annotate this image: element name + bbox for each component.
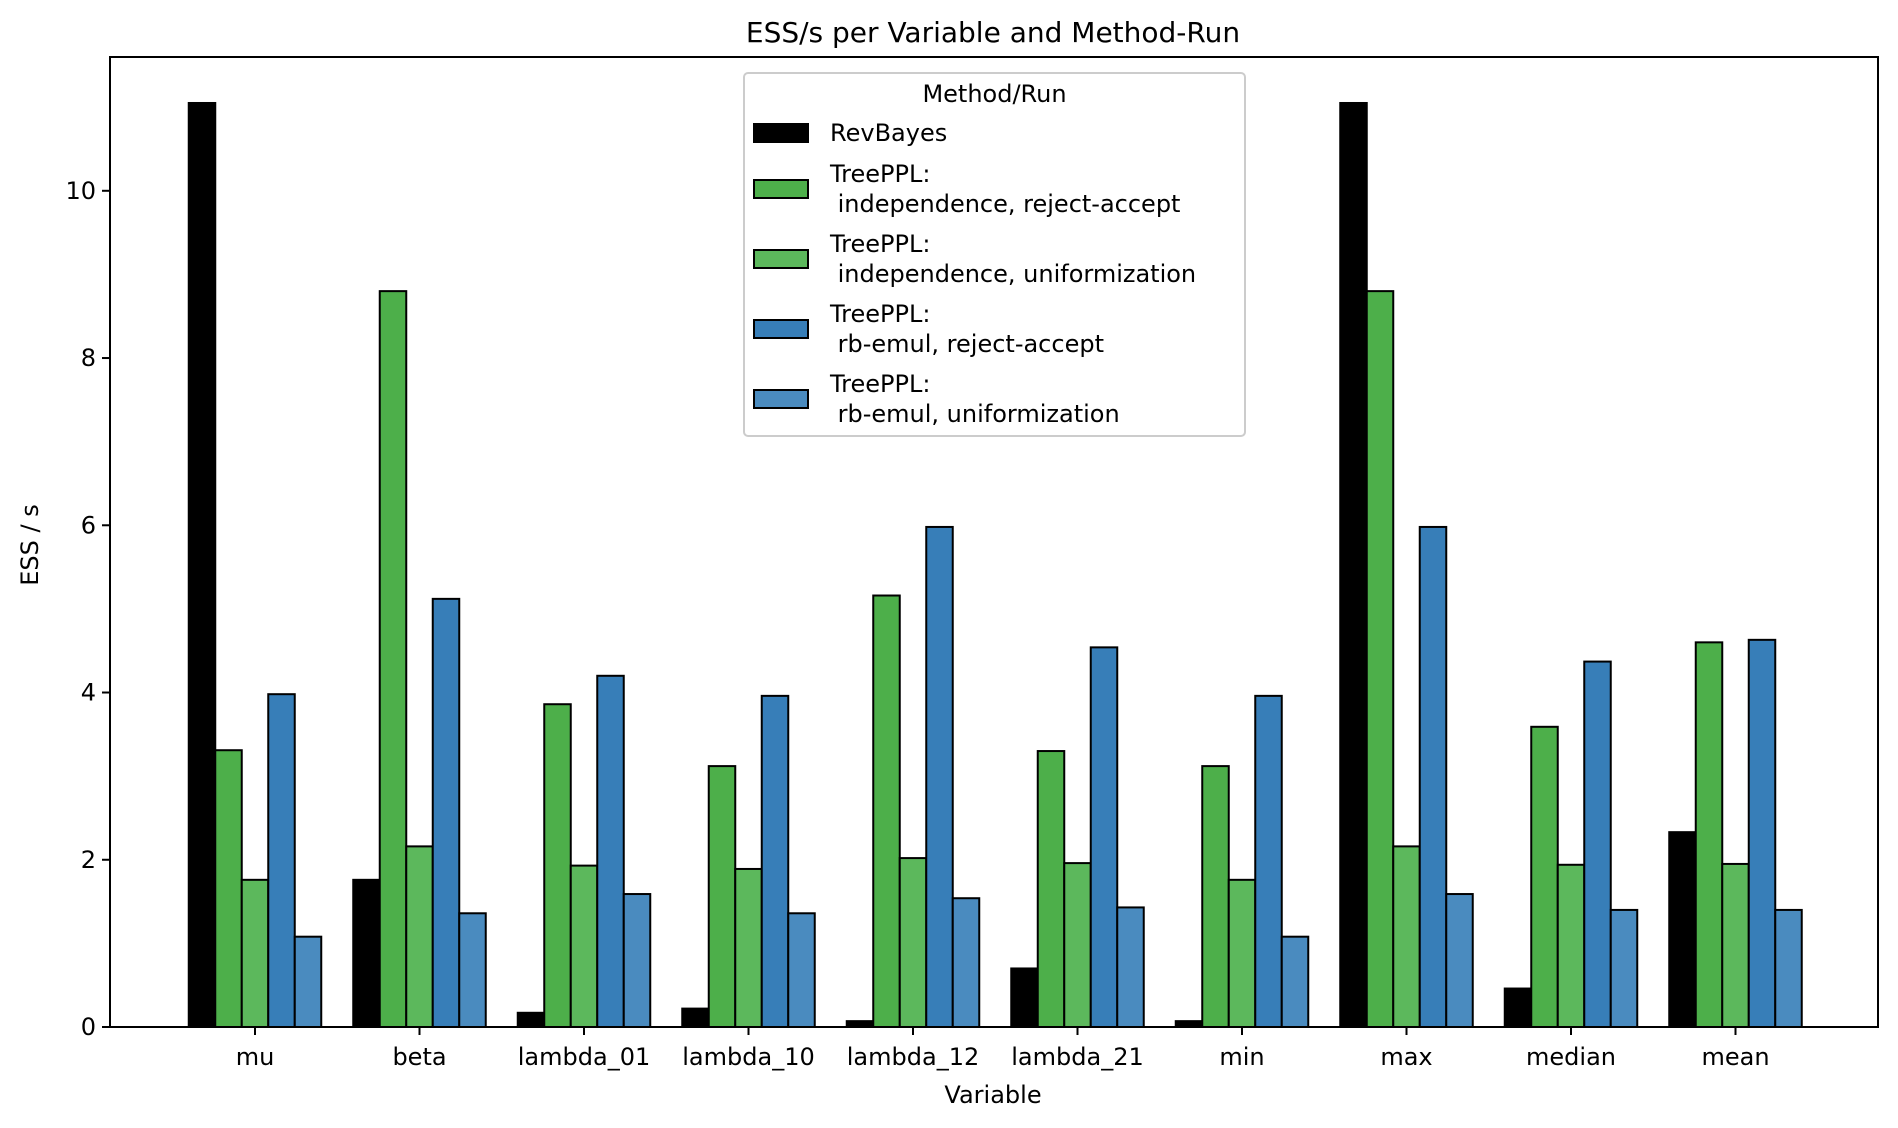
bar-max-series-3 bbox=[1418, 525, 1448, 1029]
bar-lambda_01-series-2 bbox=[569, 864, 599, 1028]
legend-label-0: RevBayes bbox=[830, 119, 947, 147]
bar-lambda_12-series-3 bbox=[925, 525, 954, 1029]
bar-beta-series-0 bbox=[352, 878, 381, 1028]
bar-min-series-4 bbox=[1280, 935, 1310, 1028]
bar-min-series-1 bbox=[1201, 765, 1230, 1028]
bar-lambda_12-series-4 bbox=[951, 897, 981, 1028]
plot-frame bbox=[109, 56, 1879, 1028]
legend-swatch-4 bbox=[753, 389, 809, 409]
legend-swatch-0 bbox=[753, 123, 809, 143]
legend-label-2: TreePPL: independence, uniformization bbox=[829, 230, 1196, 288]
bar-lambda_12-series-2 bbox=[898, 857, 928, 1028]
bar-min-series-3 bbox=[1254, 694, 1283, 1028]
bar-min-series-2 bbox=[1227, 878, 1257, 1028]
bar-max-series-1 bbox=[1365, 290, 1395, 1028]
bar-max-series-4 bbox=[1445, 893, 1474, 1028]
legend-title: Method/Run bbox=[922, 80, 1066, 108]
x-tick-label-median: median bbox=[1526, 1043, 1616, 1071]
bar-lambda_10-series-3 bbox=[760, 694, 790, 1028]
bar-mean-series-4 bbox=[1774, 908, 1803, 1028]
bar-mean-series-3 bbox=[1747, 638, 1777, 1028]
bar-lambda_10-series-4 bbox=[787, 912, 816, 1029]
x-tick-label-min: min bbox=[1219, 1043, 1264, 1071]
x-tick-label-mu: mu bbox=[236, 1043, 275, 1071]
x-axis-label: Variable bbox=[944, 1081, 1041, 1109]
bar-lambda_21-series-2 bbox=[1063, 862, 1092, 1028]
bar-lambda_01-series-1 bbox=[543, 703, 572, 1028]
bars-layer bbox=[187, 101, 1803, 1029]
bar-beta-series-2 bbox=[405, 845, 434, 1029]
bar-max-series-2 bbox=[1392, 845, 1421, 1029]
bar-lambda_10-series-0 bbox=[681, 1007, 710, 1029]
bar-lambda_12-series-1 bbox=[872, 594, 901, 1028]
legend-swatch-3 bbox=[753, 319, 809, 339]
x-tick-label-lambda_12: lambda_12 bbox=[847, 1043, 979, 1071]
y-tick-label: 4 bbox=[81, 679, 96, 707]
chart-title: ESS/s per Variable and Method-Run bbox=[746, 16, 1240, 49]
bar-lambda_01-series-3 bbox=[596, 674, 625, 1028]
y-tick-label: 2 bbox=[81, 846, 96, 874]
x-tick-label-lambda_01: lambda_01 bbox=[518, 1043, 650, 1071]
y-axis-label: ESS / s bbox=[16, 504, 44, 585]
y-tick-label: 10 bbox=[65, 177, 96, 205]
bar-lambda_21-series-4 bbox=[1116, 906, 1145, 1029]
legend-swatch-2 bbox=[753, 249, 809, 269]
bar-lambda_10-series-2 bbox=[734, 867, 763, 1029]
bar-median-series-2 bbox=[1556, 863, 1586, 1029]
bar-lambda_01-series-0 bbox=[516, 1011, 546, 1029]
bar-median-series-0 bbox=[1503, 987, 1533, 1029]
bar-lambda_21-series-0 bbox=[1010, 967, 1039, 1028]
x-tick-label-lambda_10: lambda_10 bbox=[682, 1043, 814, 1071]
bar-mean-series-0 bbox=[1668, 831, 1697, 1029]
x-tick-label-beta: beta bbox=[392, 1043, 446, 1071]
legend-swatch-1 bbox=[753, 179, 809, 199]
legend: Method/Run RevBayes TreePPL: independence,… bbox=[743, 72, 1246, 437]
bar-mu-series-3 bbox=[267, 693, 296, 1028]
bar-lambda_01-series-4 bbox=[622, 893, 652, 1028]
bar-max-series-0 bbox=[1339, 101, 1368, 1028]
y-tick-label: 0 bbox=[81, 1013, 96, 1041]
bar-lambda_21-series-3 bbox=[1089, 646, 1119, 1028]
x-tick-label-lambda_21: lambda_21 bbox=[1011, 1043, 1143, 1071]
bar-mu-series-4 bbox=[293, 935, 323, 1028]
legend-label-4: TreePPL: rb-emul, uniformization bbox=[829, 370, 1120, 428]
y-tick-label: 8 bbox=[81, 344, 96, 372]
y-tick-label: 6 bbox=[81, 511, 96, 539]
bar-mean-series-2 bbox=[1721, 862, 1750, 1028]
bar-beta-series-4 bbox=[458, 912, 487, 1029]
bar-beta-series-1 bbox=[378, 290, 408, 1028]
axes-layer: 0 2 4 6 8 10 mu beta lambda_01 lambda_10 lambda_12… bbox=[65, 56, 1879, 1071]
bar-mu-series-2 bbox=[240, 878, 270, 1028]
bar-lambda_21-series-1 bbox=[1036, 750, 1066, 1028]
bar-mu-series-1 bbox=[214, 749, 243, 1028]
legend-label-3: TreePPL: rb-emul, reject-accept bbox=[829, 300, 1104, 358]
bar-median-series-1 bbox=[1530, 725, 1559, 1028]
legend-label-1: TreePPL: independence, reject-accept bbox=[829, 160, 1180, 218]
bar-mu-series-0 bbox=[187, 101, 217, 1028]
bar-mean-series-1 bbox=[1694, 641, 1724, 1029]
bar-beta-series-3 bbox=[431, 597, 461, 1028]
bar-lambda_10-series-1 bbox=[707, 765, 737, 1028]
legend-box bbox=[743, 72, 1246, 437]
bar-median-series-4 bbox=[1609, 908, 1639, 1028]
x-tick-label-mean: mean bbox=[1701, 1043, 1769, 1071]
x-tick-label-max: max bbox=[1380, 1043, 1432, 1071]
bar-median-series-3 bbox=[1583, 660, 1612, 1028]
